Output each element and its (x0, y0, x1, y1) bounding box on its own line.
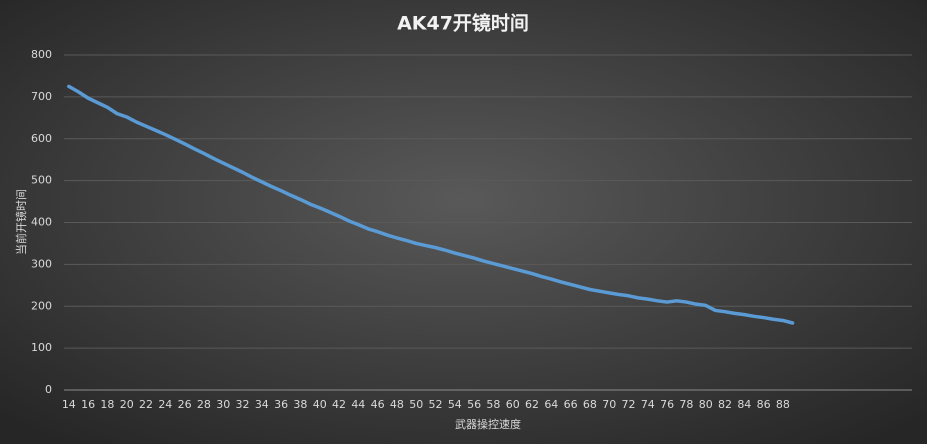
x-tick-label: 46 (371, 398, 385, 411)
chart-title: AK47开镜时间 (397, 12, 529, 35)
x-tick-label: 42 (332, 398, 346, 411)
x-tick-label: 72 (622, 398, 636, 411)
x-tick-label: 64 (544, 398, 558, 411)
x-tick-label: 62 (525, 398, 539, 411)
x-axis-label: 武器操控速度 (455, 417, 521, 431)
y-tick-label: 600 (31, 132, 52, 145)
y-tick-label: 100 (31, 341, 52, 354)
x-tick-label: 76 (660, 398, 674, 411)
x-tick-label: 26 (178, 398, 192, 411)
x-tick-label: 82 (718, 398, 732, 411)
x-tick-label: 24 (158, 398, 172, 411)
x-tick-label: 16 (81, 398, 95, 411)
x-tick-label: 48 (390, 398, 404, 411)
x-tick-label: 60 (506, 398, 520, 411)
x-tick-label: 66 (564, 398, 578, 411)
x-tick-label: 34 (255, 398, 269, 411)
y-tick-label: 500 (31, 174, 52, 187)
x-tick-label: 86 (757, 398, 771, 411)
x-tick-label: 58 (486, 398, 500, 411)
y-tick-label: 400 (31, 216, 52, 229)
x-tick-label: 70 (602, 398, 616, 411)
x-tick-label: 18 (100, 398, 114, 411)
y-tick-label: 700 (31, 90, 52, 103)
x-tick-label: 52 (429, 398, 443, 411)
x-tick-label: 38 (293, 398, 307, 411)
y-tick-label: 0 (45, 383, 52, 396)
x-tick-label: 14 (62, 398, 76, 411)
x-tick-label: 22 (139, 398, 153, 411)
x-tick-label: 20 (120, 398, 134, 411)
x-tick-label: 54 (448, 398, 462, 411)
x-tick-label: 44 (351, 398, 365, 411)
x-tick-label: 84 (737, 398, 751, 411)
x-tick-label: 80 (699, 398, 713, 411)
line-series (67, 84, 795, 325)
x-tick-label: 30 (216, 398, 230, 411)
x-tick-label: 56 (467, 398, 481, 411)
y-axis-label: 当前开镜时间 (14, 189, 28, 255)
x-tick-label: 88 (776, 398, 790, 411)
x-tick-label: 32 (236, 398, 250, 411)
y-tick-label: 200 (31, 299, 52, 312)
x-tick-label: 50 (409, 398, 423, 411)
y-tick-label: 300 (31, 257, 52, 270)
y-tick-label: 800 (31, 48, 52, 61)
x-tick-label: 36 (274, 398, 288, 411)
x-tick-label: 40 (313, 398, 327, 411)
x-tick-label: 78 (679, 398, 693, 411)
x-tick-label: 74 (641, 398, 655, 411)
x-tick-label: 28 (197, 398, 211, 411)
x-tick-label: 68 (583, 398, 597, 411)
